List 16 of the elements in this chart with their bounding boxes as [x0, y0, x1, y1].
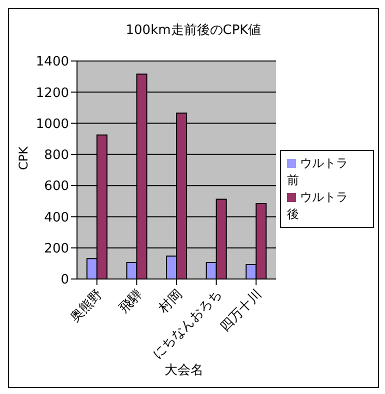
chart-title: 100km走前後のCPK値 — [124, 22, 262, 39]
x-tick-label: 飛騨 — [116, 287, 146, 316]
legend-label: ウルトラ後 — [287, 190, 348, 221]
y-tick-label: 200 — [44, 241, 69, 256]
legend-label: ウルトラ前 — [287, 156, 348, 187]
y-tick-label: 600 — [44, 179, 69, 194]
y-tick-label: 1400 — [36, 54, 69, 70]
x-tick-label: 奥熊野 — [68, 287, 106, 326]
y-tick-label: 400 — [44, 210, 69, 226]
y-tick-label: 0 — [60, 272, 69, 288]
y-axis-title: CPK — [16, 145, 30, 170]
x-axis-title: 大会名 — [164, 362, 204, 379]
y-tick-label: 800 — [44, 148, 69, 164]
x-tick-label: 村岡 — [156, 287, 186, 317]
y-tick-label: 1200 — [36, 86, 69, 101]
y-tick-label: 1000 — [36, 116, 69, 132]
